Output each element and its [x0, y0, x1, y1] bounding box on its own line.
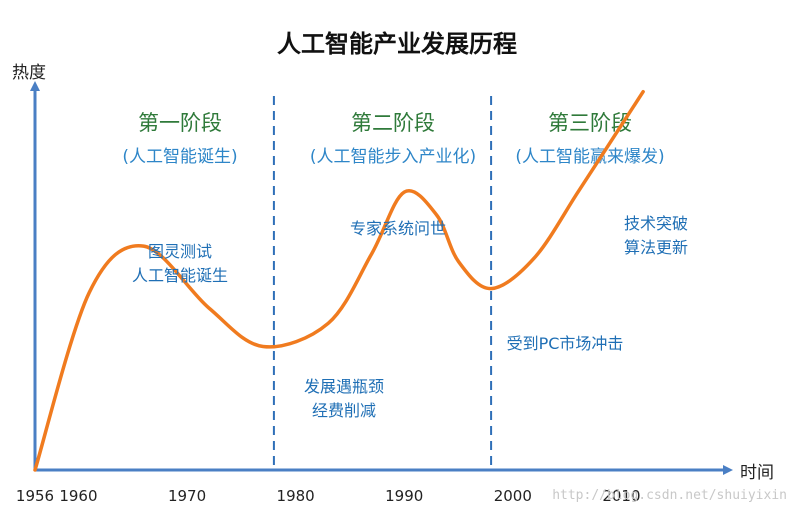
y-axis-label: 热度: [12, 63, 46, 83]
annotation-pc-impact: 受到PC市场冲击: [507, 334, 624, 353]
x-tick-label: 2000: [494, 487, 532, 505]
annotation-breakthrough-line2: 算法更新: [624, 238, 688, 257]
annotation-turing-line1: 图灵测试: [148, 242, 212, 261]
x-tick-labels: 1956 1960 1970 1980 1990 2000 2010: [16, 487, 641, 505]
watermark: http://blog.csdn.net/shuiyixin: [552, 488, 787, 503]
x-axis-label: 时间: [740, 463, 774, 483]
phase-2-desc: (人工智能步入产业化): [310, 147, 476, 167]
chart-title: 人工智能产业发展历程: [277, 30, 517, 58]
annotation-turing-line2: 人工智能诞生: [132, 266, 228, 285]
annotation-bottleneck-line1: 发展遇瓶颈: [304, 377, 384, 396]
x-tick-label: 1970: [168, 487, 206, 505]
phase-3-desc: (人工智能赢来爆发): [515, 147, 664, 167]
phase-1-name: 第一阶段: [138, 111, 222, 135]
x-tick-label: 1990: [385, 487, 423, 505]
annotation-breakthrough-line1: 技术突破: [624, 214, 688, 233]
annotation-bottleneck-line2: 经费削减: [312, 401, 376, 420]
x-tick-label: 2010: [602, 487, 640, 505]
annotation-expert-systems: 专家系统问世: [350, 219, 446, 238]
x-tick-label: 1960: [59, 487, 97, 505]
x-tick-label: 1956: [16, 487, 54, 505]
x-tick-label: 1980: [277, 487, 315, 505]
phase-2-name: 第二阶段: [351, 111, 435, 135]
heat-curve: [33, 89, 645, 472]
phase-1-desc: (人工智能诞生): [122, 147, 237, 167]
